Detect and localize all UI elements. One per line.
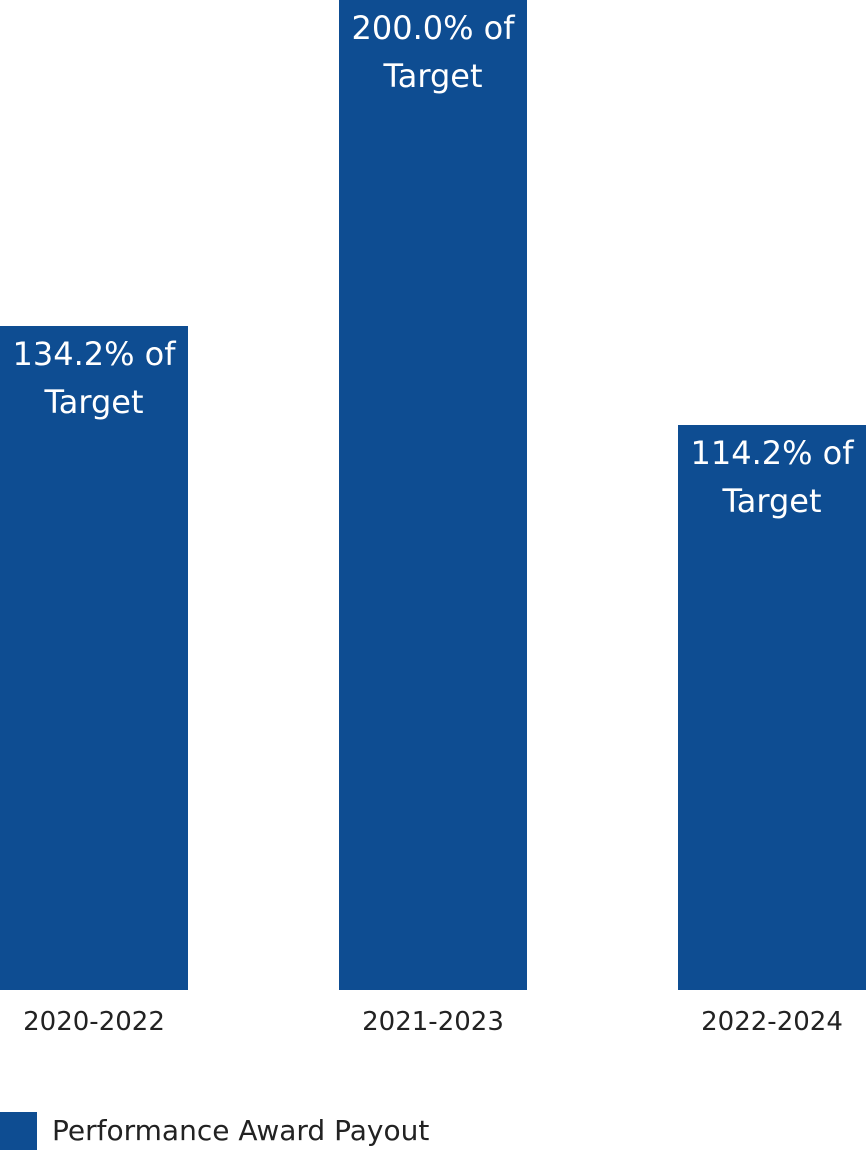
legend-swatch: [0, 1112, 37, 1150]
x-tick-label: 2021-2023: [362, 1007, 504, 1037]
legend-label: Performance Award Payout: [52, 1114, 430, 1147]
value-label: 114.2% of Target: [690, 433, 854, 520]
bar: [678, 424, 866, 990]
x-tick-label: 2020-2022: [23, 1007, 165, 1037]
bar: [339, 0, 527, 990]
x-tick-label: 2022-2024: [701, 1007, 843, 1037]
value-label: 200.0% of Target: [351, 9, 515, 95]
value-label: 134.2% of Target: [12, 334, 176, 421]
bar: [0, 325, 188, 990]
